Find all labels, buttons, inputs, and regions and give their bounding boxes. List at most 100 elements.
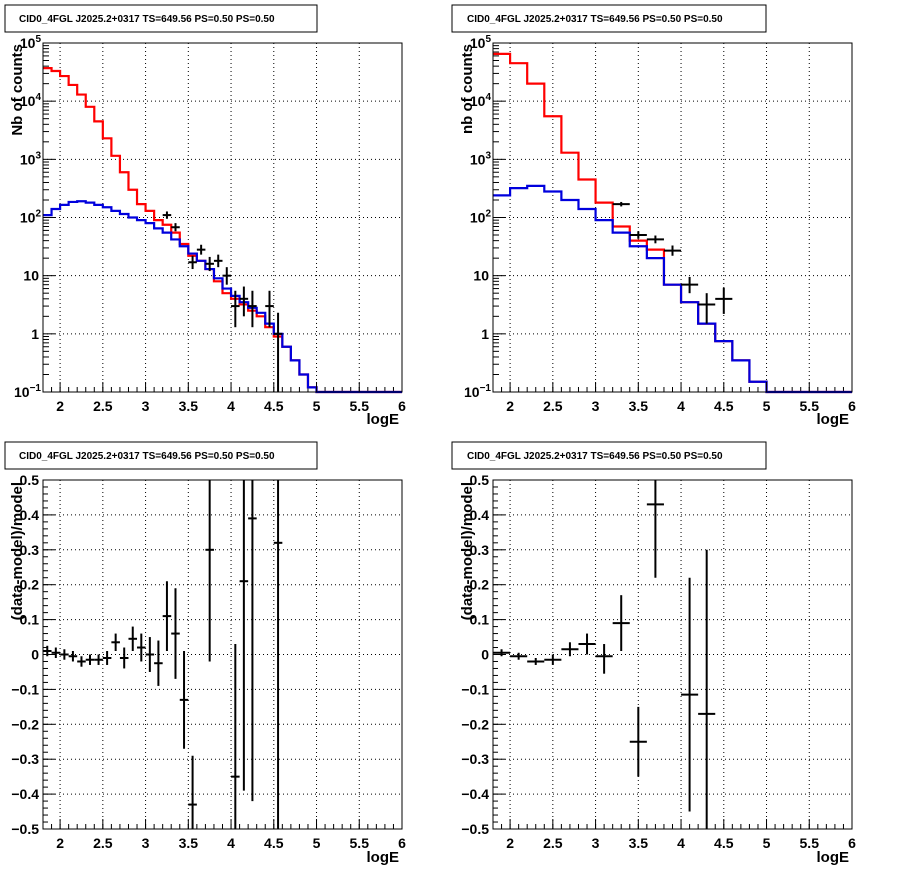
y-tick-label: −0.2 — [11, 716, 39, 732]
data-point — [231, 644, 240, 829]
data-point — [213, 254, 223, 268]
x-axis-label: logE — [817, 411, 850, 428]
y-tick-label: 0.3 — [470, 542, 490, 558]
panel-title-box — [4, 4, 318, 33]
x-tick-label: 4.5 — [264, 835, 284, 851]
x-tick-label: 3 — [142, 398, 150, 414]
y-tick-label: 0.1 — [20, 612, 40, 628]
y-tick-label: −0.3 — [461, 751, 489, 767]
x-tick-label: 6 — [398, 835, 406, 851]
x-tick-label: 3.5 — [179, 835, 199, 851]
tick-exponent: 3 — [35, 150, 41, 161]
y-tick-label: 10 — [23, 268, 39, 284]
data-point — [102, 651, 112, 665]
x-tick-label: 3.5 — [629, 398, 649, 414]
data-point — [510, 652, 528, 660]
data-point — [111, 633, 120, 652]
x-tick-label: 2.5 — [543, 398, 563, 414]
y-tick-label: 0.2 — [470, 577, 490, 593]
y-tick-label: 1 — [31, 326, 39, 342]
panel-counts-fine: CID0_4FGL J2025.2+0317 TS=649.56 PS=0.50… — [4, 4, 400, 428]
x-tick-label: 4 — [227, 835, 235, 851]
tick-exponent: 2 — [485, 209, 491, 220]
y-tick-label: 103 — [20, 150, 42, 167]
plot-frame — [42, 42, 403, 393]
data-point — [646, 480, 664, 578]
x-tick-label: 4.5 — [714, 398, 734, 414]
y-tick-label: 104 — [20, 92, 42, 109]
y-tick-label: 0 — [31, 647, 39, 663]
data-point — [561, 642, 579, 657]
data-point — [85, 654, 95, 665]
total_model-histogram — [43, 67, 402, 394]
data-point — [248, 290, 257, 328]
plot-frame — [492, 42, 853, 393]
data-point — [231, 290, 240, 328]
x-tick-label: 5.5 — [350, 835, 370, 851]
data-point — [94, 654, 103, 665]
y-tick-label: 0.5 — [470, 472, 490, 488]
x-tick-label: 2 — [56, 835, 64, 851]
tick-exponent: 2 — [35, 209, 41, 220]
data-point — [493, 649, 511, 657]
x-tick-label: 2.5 — [93, 835, 113, 851]
data-point — [119, 647, 129, 669]
panel-counts-coarse: CID0_4FGL J2025.2+0317 TS=649.56 PS=0.50… — [451, 4, 850, 428]
plot-area: 2 2.5 3 3.5 4 4.5 5 5.5 6 −0.5 −0.4 −0.3 −0.2 −0.1 0 0.… — [461, 472, 856, 851]
panel-title: CID0_4FGL J2025.2+0317 TS=649.56 PS=0.50… — [19, 14, 275, 25]
y-tick-label: −0.5 — [461, 821, 489, 837]
y-tick-label: 102 — [470, 209, 492, 226]
data-point — [595, 644, 613, 674]
y-tick-label: 0.4 — [20, 507, 40, 523]
y-tick-label: −0.3 — [11, 751, 39, 767]
data-point — [222, 267, 232, 285]
data-point — [612, 201, 630, 207]
data-point — [145, 637, 155, 672]
x-tick-label: 6 — [848, 835, 856, 851]
y-tick-label: 0.5 — [20, 472, 40, 488]
data-point — [715, 287, 733, 314]
x-tick-label: 4.5 — [714, 835, 734, 851]
y-axis-label: Nb of counts — [9, 44, 26, 136]
x-axis-label: logE — [367, 849, 400, 866]
tick-exponent: −1 — [30, 383, 42, 394]
data-point — [68, 651, 78, 662]
y-tick-label: 0.2 — [20, 577, 40, 593]
data-point — [171, 223, 180, 232]
data-point — [663, 245, 682, 256]
y-tick-label: 104 — [470, 92, 492, 109]
data-point — [681, 577, 699, 812]
x-tick-label: 4.5 — [264, 398, 284, 414]
x-axis-label: logE — [367, 411, 400, 428]
x-tick-label: 6 — [848, 398, 856, 414]
y-tick-label: 105 — [20, 34, 42, 51]
x-tick-label: 3.5 — [629, 835, 649, 851]
data-point — [248, 480, 257, 802]
x-tick-label: 5 — [313, 398, 321, 414]
data-point — [273, 312, 283, 392]
plot-frame — [42, 479, 403, 830]
y-axis-label: nb of counts — [459, 44, 476, 134]
x-tick-label: 2 — [506, 835, 514, 851]
data-point — [265, 290, 274, 328]
y-tick-label: 0 — [481, 647, 489, 663]
data-point — [273, 480, 283, 829]
data-point — [629, 706, 647, 777]
y-axis-label: (data-model)/model — [459, 482, 476, 620]
tick-exponent: 5 — [485, 34, 491, 45]
y-tick-label: −0.4 — [461, 786, 489, 802]
y-tick-label: 10 — [473, 268, 489, 284]
source_model-histogram — [493, 184, 852, 394]
data-point — [179, 651, 189, 749]
panel-title-box — [451, 441, 767, 470]
x-tick-label: 3 — [142, 835, 150, 851]
data-point — [162, 211, 172, 219]
data-point — [196, 244, 206, 255]
x-tick-label: 5 — [763, 398, 771, 414]
data-point — [239, 480, 249, 791]
tick-exponent: 3 — [485, 150, 491, 161]
y-axis-label: (data-model)/model — [9, 482, 26, 620]
plot-area: 2 2.5 3 3.5 4 4.5 5 5.5 6 10−1 1 10 102 103 104 105 — [464, 34, 856, 414]
y-tick-label: 10−1 — [464, 383, 491, 400]
